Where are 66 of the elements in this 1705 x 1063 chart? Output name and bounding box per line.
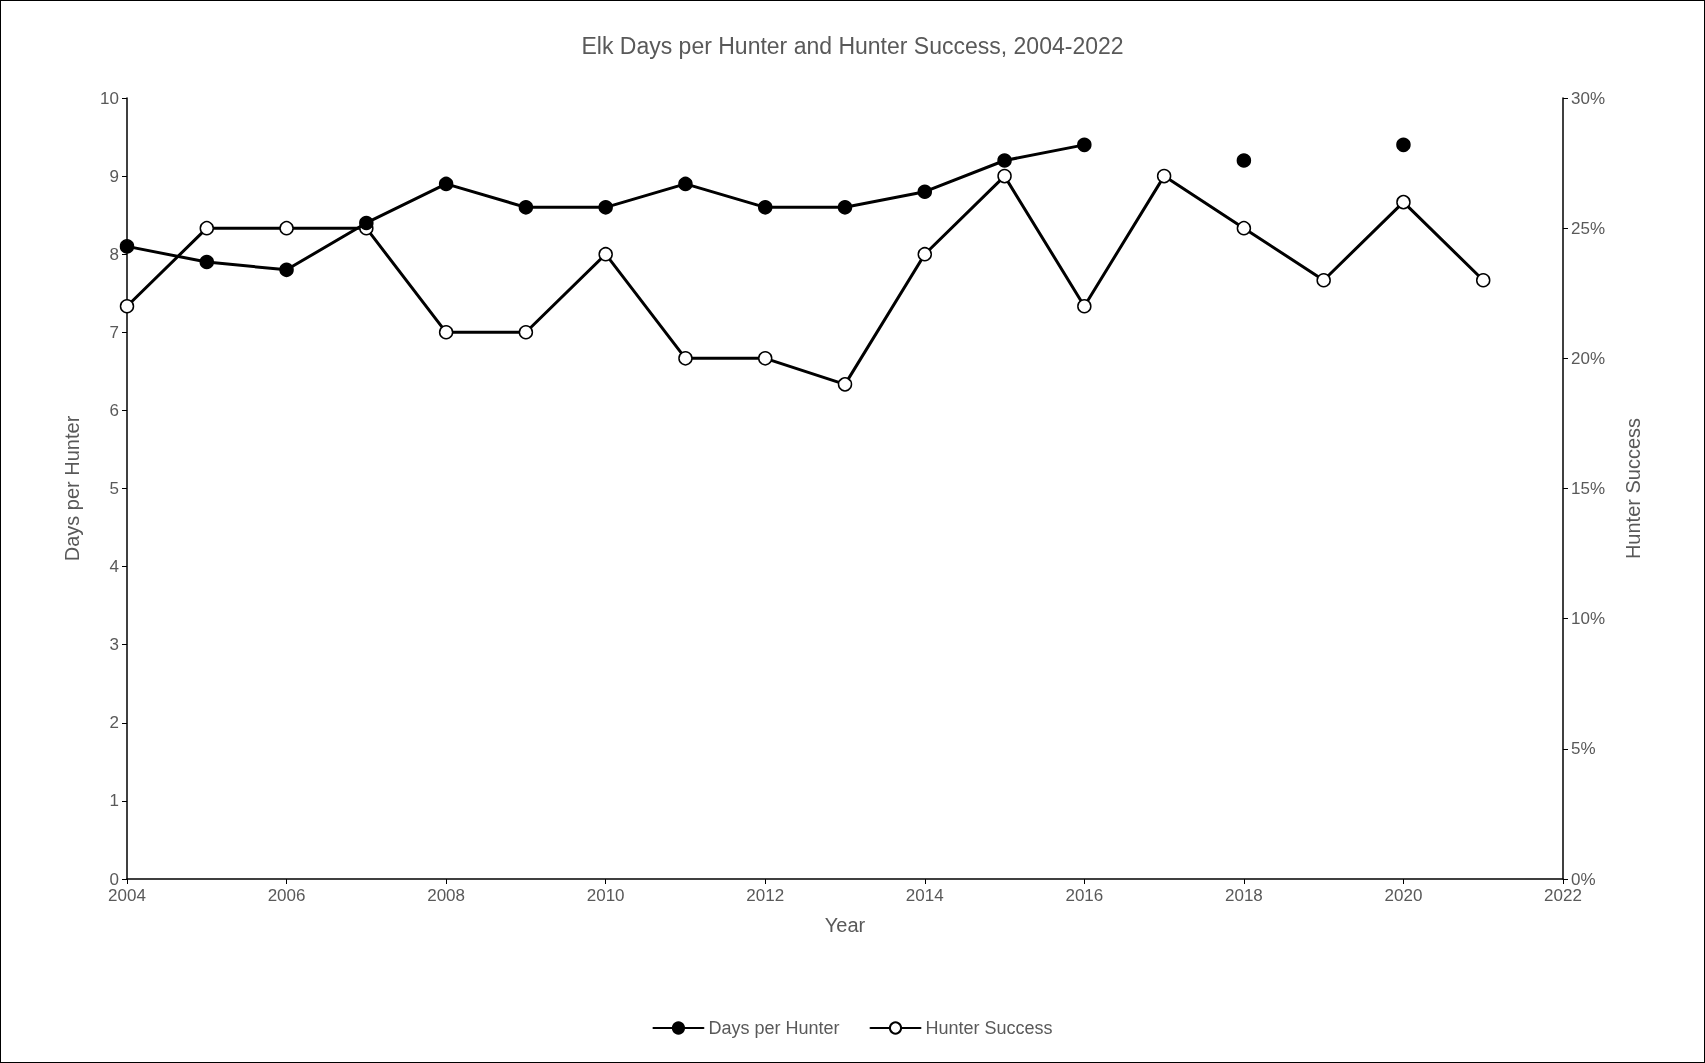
point xyxy=(1236,220,1252,236)
legend-label: Days per Hunter xyxy=(708,1018,840,1038)
point xyxy=(518,325,534,340)
point xyxy=(837,200,853,215)
y-tick-label: 0 xyxy=(109,869,119,889)
point xyxy=(359,215,374,231)
point xyxy=(1236,153,1252,168)
point xyxy=(518,200,534,215)
y2-tick-label: 25% xyxy=(1571,218,1606,238)
x-tick-label: 2012 xyxy=(746,886,785,905)
x-tick-label: 2014 xyxy=(905,886,944,905)
y-tick-label: 1 xyxy=(109,791,119,811)
x-tick-label: 2016 xyxy=(1065,886,1104,905)
y-tick-label: 6 xyxy=(109,400,119,420)
y2-tick-label: 20% xyxy=(1571,348,1606,368)
point xyxy=(1077,137,1092,153)
x-axis-title: Year xyxy=(824,914,866,936)
y-axis-title: Days per Hunter xyxy=(61,415,83,562)
point xyxy=(997,153,1012,168)
point xyxy=(837,377,853,392)
x-tick-label: 2020 xyxy=(1384,886,1423,905)
x-tick-label: 2008 xyxy=(427,886,466,905)
y-tick-label: 8 xyxy=(109,244,119,264)
y2-tick-label: 10% xyxy=(1571,609,1606,629)
y2-tick-label: 15% xyxy=(1571,479,1606,498)
x-tick-label: 2022 xyxy=(1544,886,1582,905)
point xyxy=(917,246,933,262)
point xyxy=(1156,168,1172,184)
point xyxy=(598,246,613,262)
point xyxy=(438,325,454,340)
point xyxy=(279,220,294,236)
y2-axis-title: Hunter Success xyxy=(1622,417,1644,560)
chart-title: Elk Days per Hunter and Hunter Success, 2004-2022 xyxy=(581,32,1124,59)
y-tick-label: 3 xyxy=(109,635,119,655)
y-tick-label: 10 xyxy=(100,88,119,108)
point xyxy=(678,351,693,366)
point xyxy=(119,239,135,254)
y-tick-label: 5 xyxy=(109,479,119,498)
point xyxy=(1475,272,1491,288)
y2-tick-label: 30% xyxy=(1571,88,1606,108)
point xyxy=(1077,299,1092,314)
point xyxy=(598,200,613,215)
point xyxy=(1316,272,1331,288)
x-tick-label: 2018 xyxy=(1224,886,1263,905)
point xyxy=(1396,137,1411,153)
y-tick-label: 2 xyxy=(109,713,119,733)
point xyxy=(917,184,933,199)
y2-tick-label: 5% xyxy=(1571,739,1596,759)
point xyxy=(757,351,773,366)
point xyxy=(279,262,294,278)
point xyxy=(1396,194,1411,210)
point xyxy=(199,220,215,236)
y-tick-label: 9 xyxy=(109,166,119,186)
legend-label: Hunter Success xyxy=(925,1018,1053,1038)
point xyxy=(997,168,1012,184)
y-tick-label: 7 xyxy=(109,322,119,342)
point xyxy=(678,176,693,192)
point xyxy=(119,299,135,314)
point xyxy=(757,200,773,215)
point xyxy=(199,254,215,270)
x-tick-label: 2006 xyxy=(267,886,306,905)
x-tick-label: 2004 xyxy=(108,886,146,905)
point xyxy=(438,176,454,192)
y-tick-label: 4 xyxy=(109,557,119,577)
y2-tick-label: 0% xyxy=(1571,869,1596,889)
x-tick-label: 2010 xyxy=(586,886,625,905)
